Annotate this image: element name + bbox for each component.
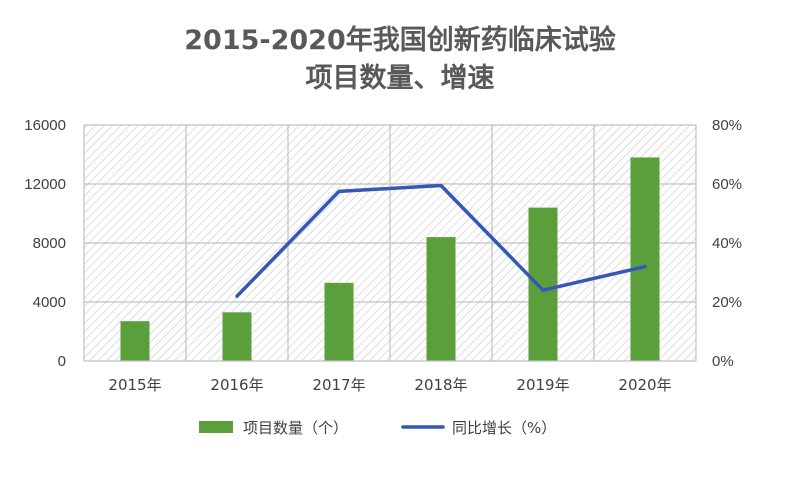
chart-title-line2: 项目数量、增速 [305,63,495,94]
y-right-tick-label: 60% [712,176,742,193]
chart-title-line1: 2015-2020年我国创新药临床试验 [184,25,616,56]
bar-2020年 [630,157,660,361]
bar-2016年 [222,312,252,361]
y-left-tick-label: 4000 [33,294,66,311]
bar-2019年 [528,207,558,361]
y-right-tick-label: 0% [712,353,734,370]
growth-point-2019年 [541,288,545,292]
y-right-tick-label: 40% [712,235,742,252]
y-left-tick-label: 16000 [24,117,66,134]
line-series [235,183,647,298]
chart-title: 2015-2020年我国创新药临床试验 项目数量、增速 [0,22,800,98]
growth-point-2016年 [235,294,239,298]
growth-point-2017年 [337,189,341,193]
y-right-tick-label: 80% [712,117,742,134]
y-left-tick-label: 8000 [33,235,66,252]
y-left-tick-label: 12000 [24,176,66,193]
legend-label-bar: 项目数量（个） [243,419,348,437]
growth-point-2020年 [643,265,647,269]
x-tick-label: 2020年 [618,376,671,394]
bar-2018年 [426,237,456,361]
bar-2015年 [120,321,150,361]
axes: 0 4000 8000 12000 16000 0% 20% 40% 60% 80% 2015年 20… [24,117,742,394]
x-tick-label: 2015年 [108,376,161,394]
legend-swatch-bar [199,421,233,433]
growth-point-2018年 [439,183,443,187]
bar-2017年 [324,282,354,361]
y-left-tick-label: 0 [58,353,66,370]
bar-series [120,157,660,361]
legend-label-line: 同比增长（%） [452,419,556,437]
x-tick-label: 2019年 [516,376,569,394]
x-tick-label: 2018年 [414,376,467,394]
x-tick-label: 2017年 [312,376,365,394]
y-right-tick-label: 20% [712,294,742,311]
x-tick-label: 2016年 [210,376,263,394]
legend: 项目数量（个） 同比增长（%） [199,419,556,437]
